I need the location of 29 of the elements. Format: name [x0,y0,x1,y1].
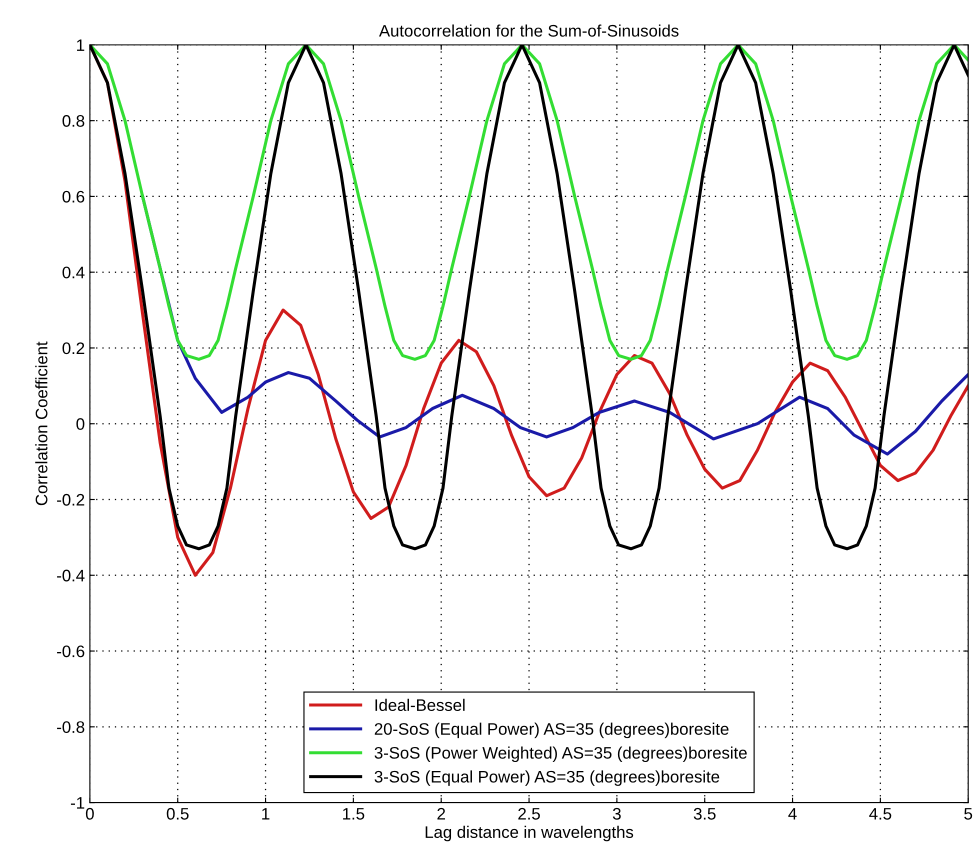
legend-label: 3-SoS (Power Weighted) AS=35 (degrees)boresite [374,746,747,762]
y-tick-label: 0 [76,418,84,430]
chart-title: Autocorrelation for the Sum-of-Sinusoids [379,24,679,37]
x-tick-label: 4.5 [869,808,892,820]
legend-label: 3-SoS (Equal Power) AS=35 (degrees)boresite [374,770,720,786]
y-tick-label: 0.2 [62,342,84,354]
y-tick-label: -0.2 [57,494,84,506]
x-axis-title: Lag distance in wavelengths [426,826,634,842]
x-tick-label: 0.5 [166,808,189,820]
x-tick-label: 1.5 [343,808,364,820]
legend-label: Ideal-Bessel [376,698,465,712]
x-tick-label: 2 [437,808,446,820]
x-tick-label: 0 [86,808,94,820]
y-tick-label: -1 [70,797,84,809]
y-tick-label: 0.8 [62,115,84,127]
legend-label: 20-SoS (Equal Power) AS=35 (degrees)boresite [374,722,729,738]
x-tick-label: 5 [964,808,972,820]
x-tick-label: 4 [788,808,797,820]
x-tick-label: 3.5 [694,808,716,820]
y-tick-label: -0.6 [57,645,84,658]
y-tick-label: -0.8 [57,721,84,734]
y-tick-label: 1 [77,39,84,51]
y-axis-title: Correlation Coefficient [35,342,48,506]
y-tick-label: -0.4 [57,570,85,582]
x-tick-label: 3 [612,808,621,820]
y-tick-label: 0.4 [62,266,85,278]
y-tick-label: 0.6 [62,190,84,203]
x-tick-label: 1 [262,808,270,820]
x-tick-label: 2.5 [518,808,540,820]
